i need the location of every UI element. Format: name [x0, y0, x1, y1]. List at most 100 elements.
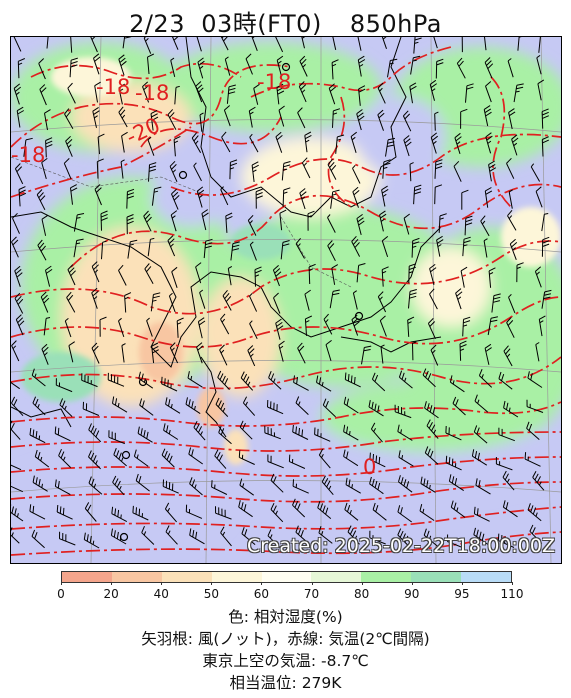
- colorbar-tick-label: 20: [103, 587, 119, 601]
- wind-barb: [164, 502, 177, 523]
- isotherm-line: [11, 401, 561, 427]
- wind-barb: [429, 288, 438, 310]
- wind-barb: [460, 108, 468, 129]
- wind-barb: [218, 425, 232, 445]
- wind-barb: [541, 213, 549, 232]
- wind-barb: [144, 263, 154, 284]
- wind-barb: [295, 396, 309, 415]
- wind-barb: [370, 422, 383, 443]
- contour-label: 0: [363, 455, 376, 479]
- wind-barb: [408, 289, 417, 309]
- wind-barb: [351, 235, 361, 257]
- wind-barb: [497, 533, 515, 548]
- wind-barb: [351, 314, 360, 336]
- wind-barb: [82, 401, 100, 416]
- wind-barb: [249, 133, 259, 153]
- borders: [11, 156, 352, 288]
- wind-barb: [535, 342, 540, 362]
- wind-barb: [412, 341, 417, 361]
- wind-barb: [488, 267, 496, 288]
- wind-barb: [147, 136, 155, 156]
- wind-barb: [368, 400, 384, 417]
- wind-barb: [65, 135, 73, 157]
- wind-barb: [132, 505, 149, 521]
- wind-barb: [506, 316, 515, 338]
- wind-barb: [242, 396, 256, 416]
- wind-barb: [73, 238, 84, 258]
- wind-barb: [167, 235, 176, 257]
- wind-barb: [196, 186, 205, 208]
- wind-barb: [325, 339, 332, 362]
- colorbar-tick-label: 0: [57, 587, 65, 601]
- longitude-line: [205, 37, 212, 563]
- wind-barb: [379, 315, 387, 337]
- wind-barb: [142, 81, 150, 103]
- isotherm-line: [11, 481, 561, 503]
- wind-barb: [150, 292, 161, 312]
- wind-barb: [357, 55, 366, 77]
- wind-barb: [282, 187, 291, 208]
- wind-barb: [94, 184, 102, 206]
- wind-barb: [298, 81, 307, 103]
- wind-barb: [410, 55, 421, 75]
- wind-barb: [67, 264, 76, 286]
- wind-barb: [455, 288, 463, 310]
- wind-barb: [223, 105, 231, 127]
- wind-barb: [484, 57, 494, 79]
- wind-barb: [11, 482, 24, 493]
- colorbar-tick-mark: [411, 582, 413, 585]
- wind-barb: [70, 184, 78, 205]
- wind-barb: [94, 81, 101, 103]
- wind-barb: [32, 396, 46, 416]
- wind-barb: [11, 340, 20, 362]
- wind-barb: [151, 186, 162, 206]
- wind-barb: [217, 370, 230, 390]
- wind-barb: [276, 83, 285, 105]
- wind-barb: [118, 54, 127, 76]
- wind-barb: [275, 131, 283, 153]
- humidity-zone: [151, 167, 231, 227]
- wind-barb: [29, 504, 46, 520]
- wind-barb: [331, 264, 339, 285]
- contour-label: -18: [96, 75, 130, 99]
- wind-barb: [264, 425, 281, 440]
- colorbar-tick-label: 40: [153, 587, 169, 601]
- wind-barb: [255, 188, 263, 209]
- isotherm-line: [70, 183, 561, 268]
- wind-barb: [380, 344, 385, 364]
- map-title: 2/23 03時(FT0) 850hPa: [0, 4, 571, 39]
- wind-barb: [220, 526, 232, 547]
- wind-barb: [316, 375, 332, 392]
- colorbar-tick-mark: [461, 582, 463, 585]
- wind-barb: [118, 264, 127, 286]
- wind-barb: [434, 159, 443, 179]
- wind-barb: [138, 371, 154, 389]
- wind-barb: [97, 133, 105, 155]
- wind-barb: [251, 161, 259, 182]
- wind-barb: [197, 317, 206, 339]
- wind-barb: [113, 448, 127, 467]
- wind-barb: [352, 290, 358, 310]
- humidity-zone: [21, 352, 101, 402]
- wind-barb: [221, 131, 231, 153]
- wind-barb: [99, 316, 107, 337]
- wind-barb: [430, 132, 439, 154]
- map-canvas: -18 -18 -18 -18 -20 0: [11, 37, 561, 563]
- wind-barb: [332, 37, 337, 51]
- humidity-zone: [139, 322, 183, 382]
- wind-barb: [11, 420, 21, 440]
- latitude-line: [11, 480, 561, 493]
- wind-barb: [249, 241, 257, 261]
- colorbar-tick-mark: [111, 582, 113, 585]
- wind-barb: [331, 59, 339, 80]
- wind-barb: [473, 425, 488, 444]
- colorbar-tick-label: 110: [500, 587, 524, 601]
- wind-barb: [248, 106, 256, 128]
- wind-barb: [70, 37, 73, 53]
- wind-barb: [143, 37, 152, 54]
- wind-barb: [23, 137, 33, 157]
- wind-barb: [301, 157, 311, 179]
- wind-barb: [377, 109, 385, 131]
- wind-barb: [147, 53, 155, 75]
- wind-barb: [301, 37, 306, 49]
